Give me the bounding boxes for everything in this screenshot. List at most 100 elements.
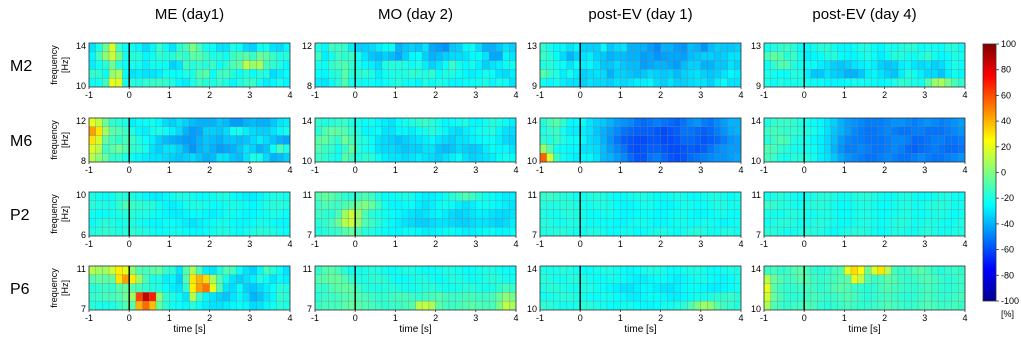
- heatmap-cell: [361, 152, 369, 163]
- heatmap-cell: [777, 218, 785, 228]
- heatmap-cell: [88, 126, 96, 136]
- heatmap-cell: [276, 265, 284, 276]
- heatmap-cell: [573, 200, 581, 210]
- heatmap-cell: [810, 60, 818, 70]
- y-tick-label: 14: [751, 264, 761, 274]
- heatmap-cell: [884, 117, 892, 128]
- heatmap-cell: [435, 218, 443, 228]
- heatmap-cell: [777, 209, 785, 219]
- heatmap-cell: [455, 42, 463, 53]
- heatmap-cell: [468, 152, 477, 163]
- heatmap-cell: [713, 191, 722, 202]
- heatmap-cell: [944, 69, 952, 79]
- heatmap-cell: [837, 60, 845, 70]
- heatmap-cell: [573, 292, 581, 302]
- heatmap-cell: [951, 126, 959, 136]
- heatmap-cell: [468, 300, 477, 311]
- heatmap-cell: [770, 191, 778, 202]
- heatmap-cell: [115, 51, 123, 61]
- heatmap-cell: [216, 283, 224, 293]
- heatmap-cell: [810, 191, 818, 202]
- heatmap-cell: [236, 117, 244, 128]
- heatmap-cell: [169, 135, 177, 145]
- x-tick-label: 2: [882, 313, 887, 323]
- heatmap-cell: [546, 226, 554, 237]
- heatmap-cell: [790, 60, 798, 70]
- heatmap-cell: [646, 152, 655, 163]
- heatmap-cell: [593, 200, 601, 210]
- heatmap-cell: [559, 42, 568, 53]
- heatmap-cell: [727, 209, 735, 219]
- heatmap-cell: [763, 69, 771, 79]
- heatmap-cell: [488, 292, 497, 302]
- heatmap-cell: [727, 51, 735, 61]
- heatmap-cell: [917, 300, 926, 311]
- heatmap-cell: [222, 144, 230, 154]
- heatmap-cell: [687, 218, 695, 228]
- x-axis-title: time [s]: [399, 324, 431, 335]
- heatmap-cell: [354, 126, 363, 136]
- heatmap-panel: 139-1 0 1 2 3 4: [751, 41, 968, 100]
- heatmap-cell: [249, 144, 257, 154]
- heatmap-cell: [620, 77, 628, 88]
- y-tick-label: 10: [751, 156, 761, 166]
- heatmap-cell: [135, 274, 143, 284]
- heatmap-cell: [142, 292, 150, 302]
- heatmap-cell: [864, 292, 872, 302]
- heatmap-cell: [579, 117, 588, 128]
- heatmap-cell: [388, 283, 396, 293]
- heatmap-cell: [95, 77, 103, 88]
- heatmap-cell: [115, 126, 123, 136]
- heatmap-cell: [837, 283, 845, 293]
- heatmap-cell: [817, 135, 825, 145]
- heatmap-cell: [573, 60, 581, 70]
- heatmap-cell: [314, 265, 322, 276]
- x-tick-label: 1: [167, 239, 172, 249]
- heatmap-cell: [482, 51, 490, 61]
- heatmap-cell: [102, 60, 110, 70]
- heatmap-cell: [891, 200, 899, 210]
- heatmap-cell: [884, 218, 892, 228]
- heatmap-cell: [421, 135, 430, 145]
- heatmap-cell: [763, 152, 771, 163]
- x-tick-label: 3: [473, 239, 478, 249]
- heatmap-cell: [687, 209, 695, 219]
- heatmap-cell: [700, 152, 708, 163]
- heatmap-cell: [653, 126, 661, 136]
- heatmap-cell: [162, 60, 170, 70]
- heatmap-cell: [448, 144, 456, 154]
- heatmap-cell: [891, 209, 899, 219]
- heatmap-cell: [128, 126, 137, 136]
- heatmap-cell: [944, 60, 952, 70]
- heatmap-cell: [700, 144, 708, 154]
- heatmap-cell: [600, 274, 608, 284]
- heatmap-cell: [142, 135, 150, 145]
- heatmap-cell: [435, 117, 443, 128]
- heatmap-cell: [830, 126, 838, 136]
- heatmap-cell: [236, 274, 244, 284]
- heatmap-cell: [462, 77, 470, 88]
- heatmap-cell: [904, 60, 912, 70]
- heatmap-cell: [877, 191, 885, 202]
- heatmap-cell: [175, 300, 184, 311]
- heatmap-cell: [917, 77, 926, 88]
- heatmap-cell: [95, 209, 103, 219]
- x-axis-title: time [s]: [848, 324, 880, 335]
- heatmap-cell: [680, 300, 688, 311]
- heatmap-cell: [495, 60, 503, 70]
- heatmap-cell: [687, 69, 695, 79]
- y-tick-label: 7: [756, 230, 761, 240]
- heatmap-cell: [269, 69, 277, 79]
- heatmap-cell: [455, 218, 463, 228]
- heatmap-cell: [877, 69, 885, 79]
- heatmap-cell: [559, 135, 568, 145]
- heatmap-cell: [468, 77, 477, 88]
- x-tick-label: 4: [513, 313, 518, 323]
- x-tick-label: 4: [962, 313, 967, 323]
- heatmap-cell: [209, 152, 217, 163]
- heatmap-cell: [693, 135, 702, 145]
- heatmap-cell: [95, 135, 103, 145]
- heatmap-cell: [911, 152, 919, 163]
- heatmap-cell: [495, 218, 503, 228]
- heatmap-cell: [573, 191, 581, 202]
